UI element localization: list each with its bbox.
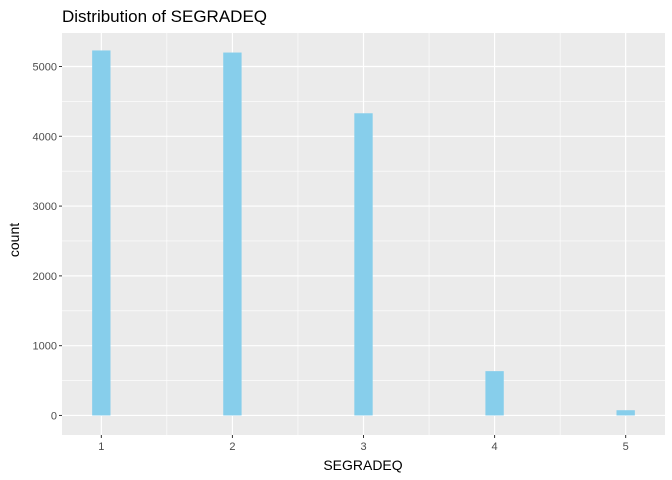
x-tick-label: 5 [623,441,629,453]
bar-4 [485,371,504,416]
bars [92,50,635,416]
x-tick-label: 1 [98,441,104,453]
y-axis-title: count [6,223,22,257]
y-tick-label: 1000 [33,341,57,353]
x-tick-label: 2 [229,441,235,453]
bar-3 [354,113,373,416]
x-axis-title: SEGRADEQ [323,457,402,473]
y-tick-label: 0 [51,410,57,422]
y-tick-label: 5000 [33,62,57,74]
x-tick-label: 3 [360,441,366,453]
x-axis: 1 2 3 4 5 [98,435,629,453]
y-tick-label: 4000 [33,131,57,143]
y-axis: 0 1000 2000 3000 4000 5000 [33,62,62,422]
y-tick-label: 2000 [33,271,57,283]
x-tick-label: 4 [492,441,498,453]
y-tick-label: 3000 [33,201,57,213]
chart-title: Distribution of SEGRADEQ [62,7,267,26]
bar-1 [92,50,111,416]
bar-2 [223,52,242,416]
bar-5 [616,410,635,416]
